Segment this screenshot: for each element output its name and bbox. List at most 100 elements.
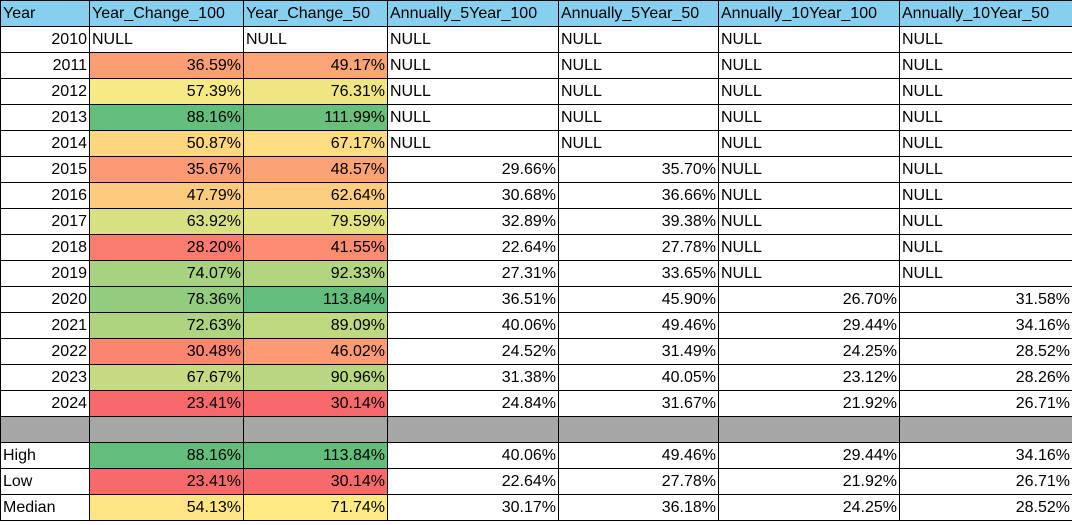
header-cell[interactable]: Annually_5Year_50 xyxy=(558,0,719,27)
year-cell[interactable]: 2024 xyxy=(0,390,90,417)
table-cell[interactable]: NULL xyxy=(558,26,719,53)
table-cell[interactable]: NULL xyxy=(558,104,719,131)
table-cell[interactable]: NULL xyxy=(718,234,900,261)
table-cell[interactable]: NULL xyxy=(718,208,900,235)
table-cell[interactable]: 45.90% xyxy=(558,286,719,313)
table-cell[interactable]: 72.63% xyxy=(89,312,244,339)
table-cell[interactable]: 34.16% xyxy=(899,312,1072,339)
table-cell[interactable]: 30.17% xyxy=(387,494,559,521)
table-cell[interactable]: NULL xyxy=(243,26,388,53)
table-cell[interactable]: NULL xyxy=(718,26,900,53)
table-cell[interactable]: 63.92% xyxy=(89,208,244,235)
table-cell[interactable]: 54.13% xyxy=(89,494,244,521)
year-cell[interactable]: 2023 xyxy=(0,364,90,391)
table-cell[interactable]: 88.16% xyxy=(89,442,244,469)
table-cell[interactable]: 24.25% xyxy=(718,338,900,365)
table-cell[interactable]: NULL xyxy=(899,104,1072,131)
table-cell[interactable]: 57.39% xyxy=(89,78,244,105)
year-cell[interactable]: 2020 xyxy=(0,286,90,313)
year-cell[interactable]: 2018 xyxy=(0,234,90,261)
table-cell[interactable]: 33.65% xyxy=(558,260,719,287)
table-cell[interactable]: 89.09% xyxy=(243,312,388,339)
table-cell[interactable]: 67.17% xyxy=(243,130,388,157)
table-cell[interactable]: 49.46% xyxy=(558,442,719,469)
table-cell[interactable]: 67.67% xyxy=(89,364,244,391)
table-cell[interactable]: 40.05% xyxy=(558,364,719,391)
table-cell[interactable]: NULL xyxy=(387,130,559,157)
table-cell[interactable]: 28.52% xyxy=(899,338,1072,365)
table-cell[interactable]: NULL xyxy=(718,130,900,157)
table-cell[interactable]: NULL xyxy=(387,104,559,131)
table-cell[interactable]: 30.14% xyxy=(243,468,388,495)
year-cell[interactable]: 2010 xyxy=(0,26,90,53)
table-cell[interactable]: 113.84% xyxy=(243,442,388,469)
table-cell[interactable]: 23.41% xyxy=(89,390,244,417)
table-cell[interactable]: 30.68% xyxy=(387,182,559,209)
table-cell[interactable]: 71.74% xyxy=(243,494,388,521)
table-cell[interactable]: 79.59% xyxy=(243,208,388,235)
table-cell[interactable]: 30.48% xyxy=(89,338,244,365)
header-cell[interactable]: Year_Change_50 xyxy=(243,0,388,27)
table-cell[interactable]: 76.31% xyxy=(243,78,388,105)
table-cell[interactable]: NULL xyxy=(89,26,244,53)
table-cell[interactable]: 34.16% xyxy=(899,442,1072,469)
table-cell[interactable]: 40.06% xyxy=(387,312,559,339)
year-cell[interactable]: 2021 xyxy=(0,312,90,339)
summary-label[interactable]: Low xyxy=(0,468,90,495)
table-cell[interactable]: 48.57% xyxy=(243,156,388,183)
year-cell[interactable]: 2014 xyxy=(0,130,90,157)
year-cell[interactable]: 2011 xyxy=(0,52,90,79)
table-cell[interactable]: 28.20% xyxy=(89,234,244,261)
year-cell[interactable]: 2022 xyxy=(0,338,90,365)
table-cell[interactable]: 27.78% xyxy=(558,468,719,495)
table-cell[interactable]: NULL xyxy=(387,78,559,105)
table-cell[interactable]: NULL xyxy=(899,26,1072,53)
table-cell[interactable]: 27.78% xyxy=(558,234,719,261)
table-cell[interactable]: 32.89% xyxy=(387,208,559,235)
table-cell[interactable]: 27.31% xyxy=(387,260,559,287)
table-cell[interactable]: 35.67% xyxy=(89,156,244,183)
table-cell[interactable]: 28.52% xyxy=(899,494,1072,521)
table-cell[interactable]: 24.84% xyxy=(387,390,559,417)
table-cell[interactable]: NULL xyxy=(718,156,900,183)
table-cell[interactable]: NULL xyxy=(899,156,1072,183)
table-cell[interactable]: NULL xyxy=(718,52,900,79)
table-cell[interactable]: 26.71% xyxy=(899,390,1072,417)
table-cell[interactable]: NULL xyxy=(899,234,1072,261)
table-cell[interactable]: NULL xyxy=(899,260,1072,287)
table-cell[interactable]: NULL xyxy=(718,182,900,209)
header-cell[interactable]: Year_Change_100 xyxy=(89,0,244,27)
table-cell[interactable]: NULL xyxy=(899,208,1072,235)
header-cell[interactable]: Annually_10Year_100 xyxy=(718,0,900,27)
year-cell[interactable]: 2019 xyxy=(0,260,90,287)
table-cell[interactable]: 92.33% xyxy=(243,260,388,287)
header-cell[interactable]: Year xyxy=(0,0,90,27)
year-cell[interactable]: 2016 xyxy=(0,182,90,209)
table-cell[interactable]: 24.52% xyxy=(387,338,559,365)
summary-label[interactable]: High xyxy=(0,442,90,469)
table-cell[interactable]: 90.96% xyxy=(243,364,388,391)
table-cell[interactable]: 49.46% xyxy=(558,312,719,339)
table-cell[interactable]: 39.38% xyxy=(558,208,719,235)
table-cell[interactable]: 113.84% xyxy=(243,286,388,313)
table-cell[interactable]: 41.55% xyxy=(243,234,388,261)
table-cell[interactable]: 36.18% xyxy=(558,494,719,521)
table-cell[interactable]: 40.06% xyxy=(387,442,559,469)
table-cell[interactable]: 29.66% xyxy=(387,156,559,183)
table-cell[interactable]: 36.66% xyxy=(558,182,719,209)
table-cell[interactable]: NULL xyxy=(718,104,900,131)
table-cell[interactable]: 24.25% xyxy=(718,494,900,521)
table-cell[interactable]: NULL xyxy=(899,182,1072,209)
table-cell[interactable]: 29.44% xyxy=(718,312,900,339)
table-cell[interactable]: 62.64% xyxy=(243,182,388,209)
table-cell[interactable]: 31.38% xyxy=(387,364,559,391)
table-cell[interactable]: 22.64% xyxy=(387,234,559,261)
table-cell[interactable]: 31.67% xyxy=(558,390,719,417)
table-cell[interactable]: 49.17% xyxy=(243,52,388,79)
table-cell[interactable]: 29.44% xyxy=(718,442,900,469)
table-cell[interactable]: 74.07% xyxy=(89,260,244,287)
table-cell[interactable]: 31.49% xyxy=(558,338,719,365)
table-cell[interactable]: 21.92% xyxy=(718,468,900,495)
table-cell[interactable]: 23.41% xyxy=(89,468,244,495)
table-cell[interactable]: NULL xyxy=(899,78,1072,105)
